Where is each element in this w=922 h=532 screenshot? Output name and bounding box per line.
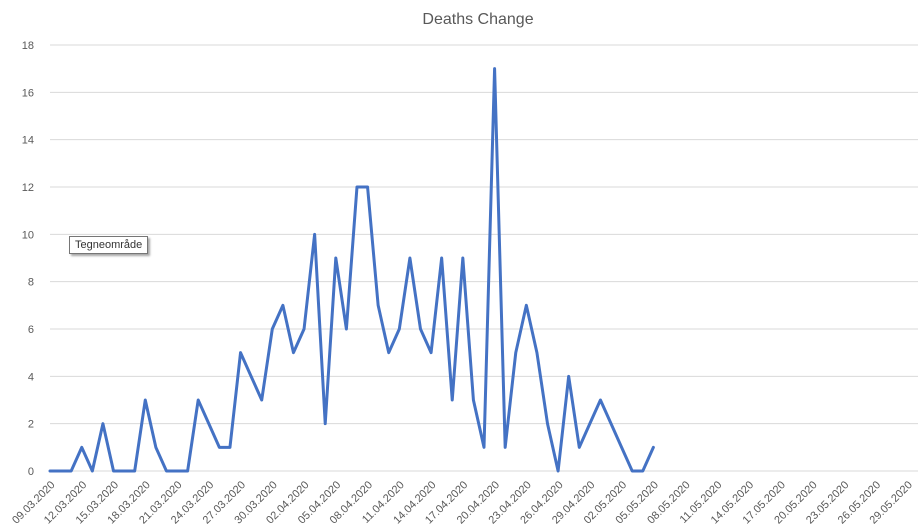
chart-area-tooltip: Tegneområde [69, 236, 149, 254]
y-tick-label: 6 [28, 324, 34, 336]
y-tick-label: 4 [28, 371, 34, 383]
y-tick-label: 8 [28, 277, 34, 289]
x-axis-tick-labels: 09.03.202012.03.202015.03.202018.03.2020… [10, 479, 915, 526]
y-tick-label: 10 [22, 229, 34, 241]
series-line [48, 67, 655, 473]
y-tick-label: 14 [22, 135, 34, 147]
series-group [48, 67, 655, 473]
y-tick-label: 2 [28, 419, 34, 431]
y-tick-label: 18 [22, 40, 34, 52]
y-axis-tick-labels: 0 2 4 6 8 10 12 14 16 18 [22, 40, 34, 478]
y-tick-label: 16 [22, 87, 34, 99]
chart-title: Deaths Change [422, 11, 533, 28]
y-tick-label: 12 [22, 182, 34, 194]
y-tick-label: 0 [28, 466, 34, 478]
